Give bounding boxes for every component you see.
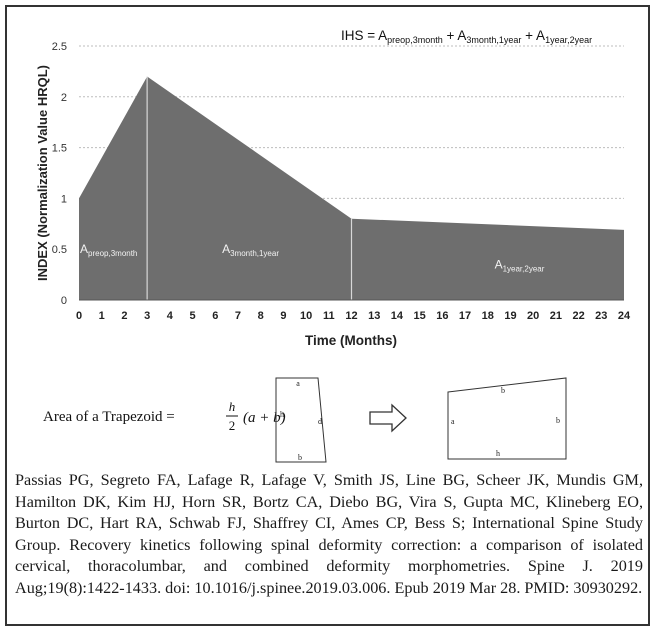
- region-label: A1year,2year: [495, 257, 545, 273]
- x-tick-label: 16: [436, 310, 448, 322]
- y-tick-label: 1.5: [52, 143, 67, 155]
- x-tick-label: 0: [76, 310, 82, 322]
- y-tick-labels: 0 0.5 1 1.5 2 2.5: [52, 41, 67, 307]
- x-tick-label: 12: [345, 310, 357, 322]
- left-letter-top: a: [296, 379, 300, 388]
- right-letter-bottom: h: [496, 449, 500, 458]
- x-tick-label: 8: [258, 310, 264, 322]
- x-tick-label: 20: [527, 310, 539, 322]
- x-tick-label: 24: [618, 310, 631, 322]
- region-label: A3month,1year: [222, 242, 279, 258]
- right-letter-top: b: [501, 386, 505, 395]
- area-fill: [79, 76, 624, 300]
- trapezoid-right: [447, 377, 567, 460]
- x-tick-label: 1: [99, 310, 105, 322]
- x-tick-labels: 0 1 2 3 4 5 6 7 8 9 10 11 12 13 14 15 16 17 18 19 20 21 22 23 24: [76, 310, 631, 322]
- x-tick-label: 10: [300, 310, 312, 322]
- x-tick-label: 14: [391, 310, 404, 322]
- left-letter-left: h: [280, 410, 284, 419]
- x-tick-label: 6: [212, 310, 218, 322]
- x-tick-label: 2: [121, 310, 127, 322]
- figure-frame: [5, 5, 650, 626]
- y-tick-label: 2: [61, 92, 67, 104]
- x-axis-label: Time (Months): [305, 333, 397, 348]
- x-tick-label: 11: [323, 310, 335, 322]
- trapezoid-formula-label: Area of a Trapezoid =: [43, 409, 175, 425]
- right-letter-right: b: [556, 416, 560, 425]
- formula-h: h: [229, 399, 236, 414]
- x-tick-label: 9: [280, 310, 286, 322]
- area-chart: 00.511.522.5 0 1 2 3 4 5 6 7 8 9 10 11 12 13 14 15 16 17 1…: [35, 28, 631, 348]
- formula-2: 2: [229, 418, 236, 433]
- y-tick-label: 1: [61, 193, 67, 205]
- trapezoid-diagram: Area of a Trapezoid = h 2 (a + b) a b h …: [43, 377, 567, 463]
- y-tick-label: 0.5: [52, 244, 67, 256]
- x-tick-label: 5: [189, 310, 195, 322]
- left-letter-bottom: b: [298, 453, 302, 462]
- y-tick-label: 0: [61, 295, 67, 307]
- region-labels: Apreop,3month A3month,1year A1year,2year: [80, 242, 545, 273]
- right-letter-left: a: [451, 417, 455, 426]
- x-tick-label: 23: [595, 310, 607, 322]
- x-tick-label: 4: [167, 310, 174, 322]
- y-axis-label: INDEX (Normalization Value HRQL): [35, 65, 50, 281]
- x-tick-label: 22: [572, 310, 584, 322]
- x-tick-label: 3: [144, 310, 150, 322]
- ihs-formula: IHS = Apreop,3month + A3month,1year + A1…: [341, 28, 592, 45]
- x-tick-label: 19: [504, 310, 516, 322]
- formula-rest: (a + b): [243, 410, 286, 426]
- x-tick-label: 18: [482, 310, 494, 322]
- trapezoid-left: [275, 377, 327, 463]
- x-tick-label: 7: [235, 310, 241, 322]
- region-label: Apreop,3month: [80, 242, 137, 258]
- y-tick-label: 2.5: [52, 41, 67, 53]
- citation-text: Passias PG, Segreto FA, Lafage R, Lafage…: [15, 471, 643, 597]
- x-tick-label: 21: [550, 310, 562, 322]
- left-letter-right: d: [318, 417, 322, 426]
- area-series: [79, 76, 624, 301]
- arrow-right-outline-icon: [369, 403, 407, 433]
- x-tick-label: 17: [459, 310, 471, 322]
- x-tick-label: 15: [414, 310, 426, 322]
- x-tick-label: 13: [368, 310, 380, 322]
